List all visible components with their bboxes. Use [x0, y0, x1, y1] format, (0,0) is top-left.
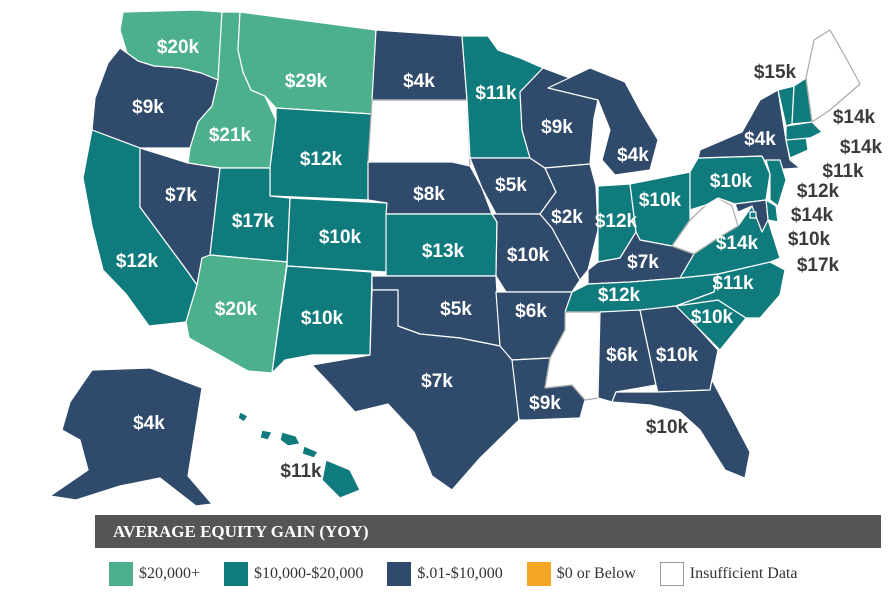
- state-label-wa: $20k: [157, 37, 200, 58]
- legend-label: Insufficient Data: [689, 565, 798, 582]
- state-sd[interactable]: [367, 99, 471, 167]
- state-label-az: $20k: [215, 299, 258, 320]
- state-label-mo: $10k: [507, 245, 550, 266]
- state-label-nm: $10k: [301, 308, 344, 329]
- legend-item-10k-20k: $10,000-$20,000: [224, 562, 363, 586]
- legend-label: $20,000+: [139, 565, 201, 582]
- state-label-mt: $29k: [285, 71, 328, 92]
- state-ak[interactable]: [49, 367, 213, 507]
- state-label-pa: $10k: [710, 171, 753, 192]
- state-label-ny: $4k: [744, 129, 776, 150]
- legend-swatch: [526, 562, 551, 586]
- state-label-sc: $10k: [691, 307, 734, 328]
- legend-swatch: [659, 562, 684, 586]
- state-label-wi: $9k: [541, 117, 573, 138]
- legend-swatch: [387, 562, 412, 586]
- state-label-nv: $7k: [165, 185, 197, 206]
- state-label-wy: $12k: [300, 149, 343, 170]
- state-label-mn: $11k: [475, 83, 517, 104]
- state-me[interactable]: [805, 29, 861, 123]
- state-label-de: $14k: [791, 205, 834, 226]
- state-label-ak: $4k: [133, 413, 165, 434]
- legend-title: AVERAGE EQUITY GAIN (YOY): [95, 515, 881, 548]
- state-nm[interactable]: [271, 265, 373, 374]
- state-ny[interactable]: [697, 89, 801, 171]
- state-label-ok: $5k: [440, 299, 472, 320]
- state-label-nd: $4k: [403, 71, 435, 92]
- state-il[interactable]: [539, 163, 599, 281]
- state-hi[interactable]: [237, 411, 361, 499]
- state-label-or: $9k: [132, 97, 164, 118]
- state-tx[interactable]: [311, 289, 520, 491]
- state-label-ky: $7k: [627, 252, 659, 273]
- legend-item-below-10k: $.01-$10,000: [387, 562, 503, 586]
- state-label-va: $14k: [716, 233, 759, 254]
- legend-label: $10,000-$20,000: [254, 565, 364, 582]
- state-label-co: $10k: [319, 227, 362, 248]
- state-label-md: $10k: [788, 229, 831, 250]
- state-nj[interactable]: [765, 159, 787, 207]
- state-dc[interactable]: [749, 211, 757, 219]
- state-label-ga: $10k: [656, 345, 699, 366]
- state-fl[interactable]: [611, 379, 751, 479]
- state-label-dc: $17k: [797, 255, 840, 276]
- state-nc[interactable]: [675, 261, 786, 319]
- legend: $20,000+ $10,000-$20,000 $.01-$10,000 $0…: [95, 556, 881, 592]
- state-label-mi: $4k: [617, 145, 649, 166]
- state-label-il: $2k: [551, 207, 583, 228]
- state-label-fl: $10k: [646, 417, 689, 438]
- state-label-vt: $14k: [833, 107, 876, 128]
- state-label-ca: $12k: [116, 251, 159, 272]
- legend-label: $.01-$10,000: [417, 565, 503, 582]
- state-label-la: $9k: [529, 393, 561, 414]
- legend-swatch: [224, 562, 249, 586]
- legend-item-insufficient: Insufficient Data: [659, 562, 798, 586]
- legend-item-zero-or-below: $0 or Below: [526, 562, 636, 586]
- legend-swatch: [109, 562, 133, 586]
- legend-label: $0 or Below: [556, 565, 636, 582]
- state-label-in: $12k: [595, 211, 638, 232]
- state-label-oh: $10k: [639, 190, 682, 211]
- state-label-id: $21k: [209, 125, 252, 146]
- state-label-ks: $13k: [422, 241, 465, 262]
- state-label-nh: $15k: [754, 62, 797, 83]
- state-label-tn: $12k: [598, 285, 641, 306]
- state-label-ma: $14k: [840, 137, 883, 158]
- state-label-ia: $5k: [495, 175, 527, 196]
- state-label-ar: $6k: [515, 301, 547, 322]
- state-label-ut: $17k: [232, 211, 275, 232]
- state-label-tx: $7k: [421, 371, 453, 392]
- state-label-ct: $11k: [822, 161, 864, 182]
- state-label-nj: $12k: [797, 181, 840, 202]
- state-label-ne: $8k: [413, 184, 445, 205]
- state-label-hi: $11k: [280, 461, 322, 482]
- state-md[interactable]: [734, 199, 769, 233]
- state-label-al: $6k: [606, 345, 638, 366]
- state-label-nc: $11k: [712, 273, 754, 294]
- legend-item-20k-plus: $20,000+: [109, 562, 200, 586]
- state-mi[interactable]: [547, 67, 659, 176]
